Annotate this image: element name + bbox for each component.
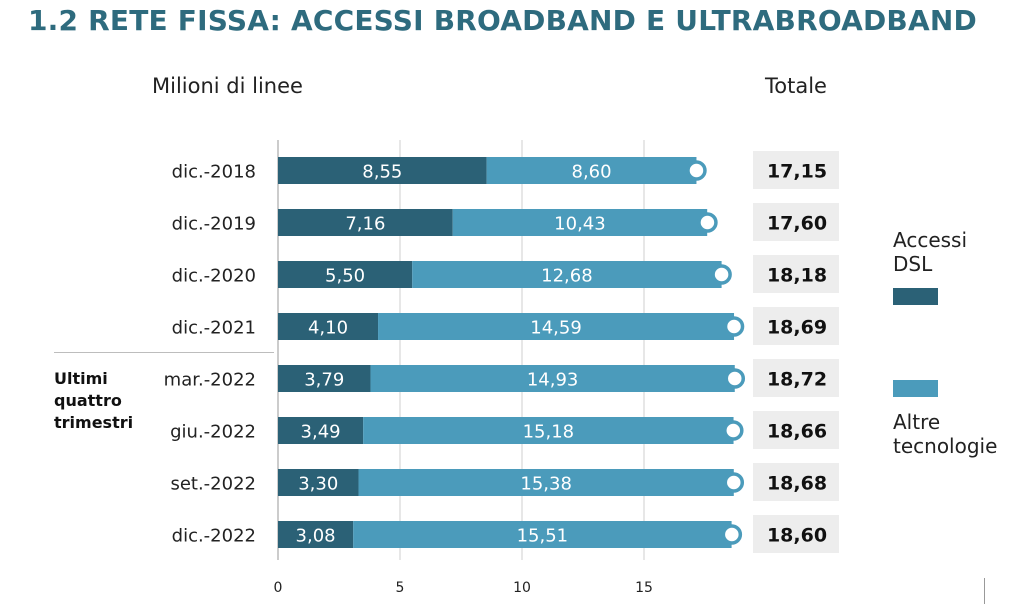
category-label: dic.-2021 <box>172 318 256 339</box>
category-label: mar.-2022 <box>164 370 256 391</box>
data-label-dsl: 3,08 <box>296 526 336 547</box>
category-label: dic.-2022 <box>172 526 256 547</box>
legend-label-dsl: Accessi DSL <box>893 228 968 276</box>
total-value: 18,69 <box>767 317 827 339</box>
total-box <box>753 151 839 189</box>
legend-swatch-other <box>893 380 938 397</box>
data-label-other: 8,60 <box>572 162 612 183</box>
data-label-dsl: 4,10 <box>308 318 348 339</box>
total-box <box>753 515 839 553</box>
total-marker <box>697 212 718 233</box>
data-label-dsl: 5,50 <box>325 266 365 287</box>
bar-segment-dsl <box>278 469 359 496</box>
total-marker <box>711 264 732 285</box>
data-label-other: 15,38 <box>520 474 572 495</box>
bar-segment-dsl <box>278 521 354 548</box>
data-label-dsl: 3,30 <box>298 474 338 495</box>
legend-label-other: Altre tecnologie <box>893 410 998 458</box>
data-label-other: 12,68 <box>541 266 593 287</box>
total-marker <box>723 472 745 493</box>
bar-segment-dsl <box>278 365 371 392</box>
total-value: 17,15 <box>767 161 827 183</box>
total-marker <box>723 316 745 337</box>
category-label: giu.-2022 <box>170 422 256 443</box>
total-value: 18,68 <box>767 473 827 495</box>
bar-segment-dsl <box>278 209 453 236</box>
x-tick-label: 5 <box>396 580 405 596</box>
divider-mark <box>984 578 985 604</box>
data-label-dsl: 3,79 <box>304 370 344 391</box>
data-label-other: 14,93 <box>527 370 579 391</box>
total-marker <box>723 420 744 441</box>
bar-segment-other <box>486 157 697 184</box>
total-marker <box>724 368 746 389</box>
x-tick-label: 10 <box>513 580 531 596</box>
data-label-other: 14,59 <box>530 318 582 339</box>
group-separator <box>54 352 274 353</box>
total-value: 18,60 <box>767 525 827 547</box>
total-box <box>753 255 839 293</box>
category-label: dic.-2019 <box>172 214 256 235</box>
data-label-dsl: 8,55 <box>362 162 402 183</box>
total-box <box>753 359 839 397</box>
total-value: 18,18 <box>767 265 827 287</box>
page-title: 1.2 RETE FISSA: ACCESSI BROADBAND E ULTR… <box>28 4 977 37</box>
data-label-other: 15,18 <box>523 422 575 443</box>
group-label: Ultimi quattro trimestri <box>54 369 134 432</box>
bar-segment-other <box>363 417 734 444</box>
bar-segment-other <box>370 365 735 392</box>
total-box <box>753 203 839 241</box>
data-label-other: 15,51 <box>517 526 569 547</box>
x-tick-label: 0 <box>274 580 283 596</box>
bar-segment-dsl <box>278 157 487 184</box>
total-value: 18,66 <box>767 421 827 443</box>
total-box <box>753 463 839 501</box>
bar-segment-other <box>412 261 722 288</box>
x-tick-label: 15 <box>635 580 653 596</box>
data-label-other: 10,43 <box>554 214 606 235</box>
total-marker <box>721 524 743 545</box>
bar-segment-dsl <box>278 261 413 288</box>
legend-swatch-dsl <box>893 288 938 305</box>
total-column-header: Totale <box>765 74 827 98</box>
bar-segment-dsl <box>278 313 379 340</box>
total-box <box>753 411 839 449</box>
total-box <box>753 307 839 345</box>
bar-segment-dsl <box>278 417 364 444</box>
category-label: dic.-2020 <box>172 266 256 287</box>
units-label: Milioni di linee <box>152 74 303 98</box>
bar-segment-other <box>378 313 735 340</box>
data-label-dsl: 3,49 <box>301 422 341 443</box>
category-label: dic.-2018 <box>172 162 256 183</box>
total-value: 18,72 <box>767 369 827 391</box>
total-value: 17,60 <box>767 213 827 235</box>
bar-segment-other <box>452 209 708 236</box>
bar-segment-other <box>358 469 734 496</box>
data-label-dsl: 7,16 <box>345 214 385 235</box>
bar-segment-other <box>353 521 732 548</box>
category-label: set.-2022 <box>170 474 256 495</box>
total-marker <box>686 160 707 181</box>
